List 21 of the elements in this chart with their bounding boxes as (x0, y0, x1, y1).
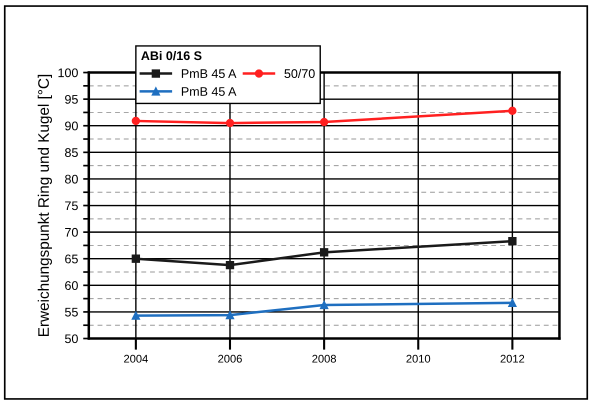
y-tick-label: 85 (65, 148, 78, 157)
y-tick-label: 70 (65, 228, 78, 237)
y-tick-label: 80 (65, 174, 78, 184)
legend-label: PmB 45 A (182, 69, 236, 78)
x-tick-label: 2008 (312, 354, 336, 363)
legend-label: 50/70 (284, 68, 315, 78)
x-tick-label: 2004 (124, 354, 148, 363)
y-tick-label: 55 (64, 308, 78, 317)
legend-label: PmB 45 A (182, 87, 236, 96)
y-tick-label: 50 (64, 334, 78, 344)
x-tick-label: 2012 (500, 354, 524, 363)
x-tick-label: 2006 (218, 354, 242, 363)
y-tick-label: 65 (65, 254, 78, 264)
y-tick-label: 75 (65, 201, 78, 210)
y-axis-title: Erweichungspunkt Ring und Kugel [°C] (38, 74, 52, 336)
y-tick-label: 60 (65, 281, 78, 290)
x-tick-label: 2010 (406, 354, 430, 363)
y-tick-label: 100 (58, 68, 78, 78)
y-tick-label: 90 (65, 122, 78, 130)
legend-title: ABi 0/16 S (141, 50, 202, 60)
y-tick-label: 95 (65, 94, 78, 104)
